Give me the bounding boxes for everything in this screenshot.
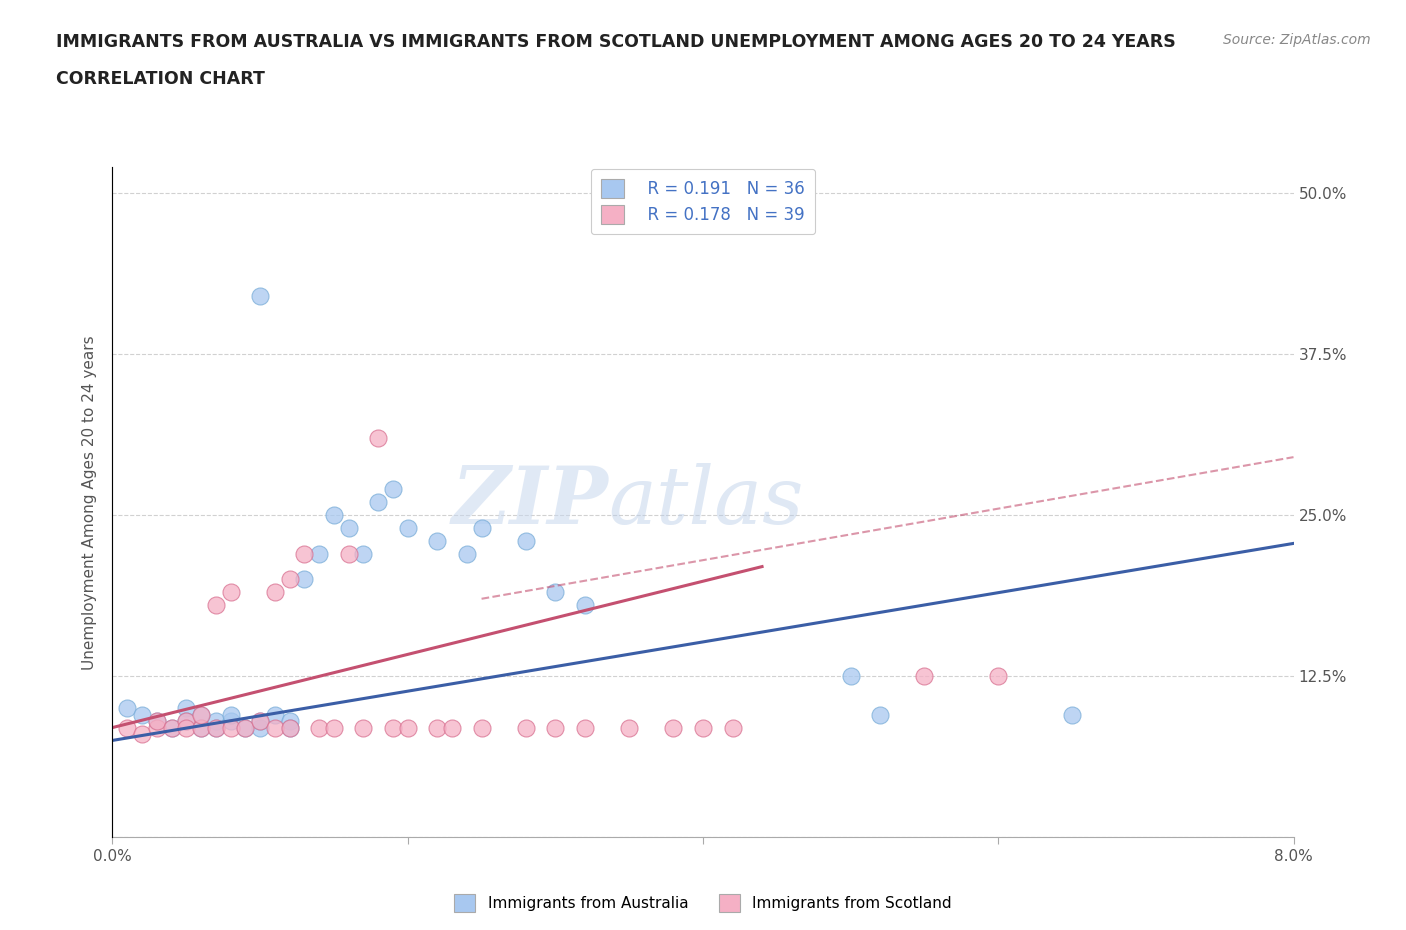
Point xyxy=(869,707,891,722)
Point xyxy=(117,701,138,716)
Point xyxy=(441,720,464,735)
Point xyxy=(264,720,287,735)
Point xyxy=(190,707,212,722)
Point xyxy=(352,546,374,561)
Point xyxy=(337,521,360,536)
Point xyxy=(278,720,301,735)
Point xyxy=(515,534,537,549)
Point xyxy=(233,720,256,735)
Point xyxy=(131,707,153,722)
Point xyxy=(160,720,183,735)
Point xyxy=(190,707,212,722)
Y-axis label: Unemployment Among Ages 20 to 24 years: Unemployment Among Ages 20 to 24 years xyxy=(82,335,97,670)
Text: atlas: atlas xyxy=(609,463,804,541)
Point xyxy=(292,572,315,587)
Point xyxy=(323,720,346,735)
Point xyxy=(117,720,138,735)
Point xyxy=(146,720,169,735)
Point xyxy=(278,720,301,735)
Point xyxy=(249,288,271,303)
Point xyxy=(914,669,936,684)
Point xyxy=(1062,707,1084,722)
Point xyxy=(692,720,714,735)
Point xyxy=(839,669,862,684)
Point xyxy=(396,521,419,536)
Point xyxy=(249,720,271,735)
Point xyxy=(426,534,449,549)
Point xyxy=(219,713,242,728)
Legend:   R = 0.191   N = 36,   R = 0.178   N = 39: R = 0.191 N = 36, R = 0.178 N = 39 xyxy=(591,169,815,234)
Point xyxy=(205,720,228,735)
Point xyxy=(721,720,744,735)
Legend: Immigrants from Australia, Immigrants from Scotland: Immigrants from Australia, Immigrants fr… xyxy=(449,888,957,918)
Point xyxy=(292,546,315,561)
Point xyxy=(190,720,212,735)
Point xyxy=(174,720,197,735)
Point xyxy=(174,701,197,716)
Point xyxy=(337,546,360,561)
Point xyxy=(264,585,287,600)
Point xyxy=(205,720,228,735)
Point xyxy=(233,720,256,735)
Point xyxy=(323,508,346,523)
Point xyxy=(382,720,405,735)
Point xyxy=(471,720,494,735)
Point xyxy=(160,720,183,735)
Point xyxy=(396,720,419,735)
Point xyxy=(515,720,537,735)
Point xyxy=(574,720,596,735)
Point xyxy=(219,707,242,722)
Point xyxy=(190,720,212,735)
Point xyxy=(382,482,405,497)
Point xyxy=(146,713,169,728)
Point xyxy=(619,720,641,735)
Point xyxy=(174,713,197,728)
Point xyxy=(131,726,153,741)
Point xyxy=(456,546,478,561)
Text: CORRELATION CHART: CORRELATION CHART xyxy=(56,70,266,87)
Point xyxy=(174,713,197,728)
Point xyxy=(574,598,596,613)
Point xyxy=(249,713,271,728)
Point xyxy=(987,669,1010,684)
Point xyxy=(367,495,389,510)
Point xyxy=(544,585,567,600)
Point xyxy=(471,521,494,536)
Point xyxy=(219,720,242,735)
Text: ZIP: ZIP xyxy=(451,463,609,541)
Point xyxy=(278,713,301,728)
Point xyxy=(249,713,271,728)
Point xyxy=(544,720,567,735)
Point xyxy=(219,585,242,600)
Point xyxy=(308,546,330,561)
Point xyxy=(278,572,301,587)
Point xyxy=(205,598,228,613)
Text: IMMIGRANTS FROM AUSTRALIA VS IMMIGRANTS FROM SCOTLAND UNEMPLOYMENT AMONG AGES 20: IMMIGRANTS FROM AUSTRALIA VS IMMIGRANTS … xyxy=(56,33,1175,50)
Point xyxy=(205,713,228,728)
Point xyxy=(308,720,330,735)
Point xyxy=(426,720,449,735)
Point xyxy=(662,720,685,735)
Point xyxy=(352,720,374,735)
Point xyxy=(264,707,287,722)
Point xyxy=(146,713,169,728)
Point xyxy=(367,431,389,445)
Text: Source: ZipAtlas.com: Source: ZipAtlas.com xyxy=(1223,33,1371,46)
